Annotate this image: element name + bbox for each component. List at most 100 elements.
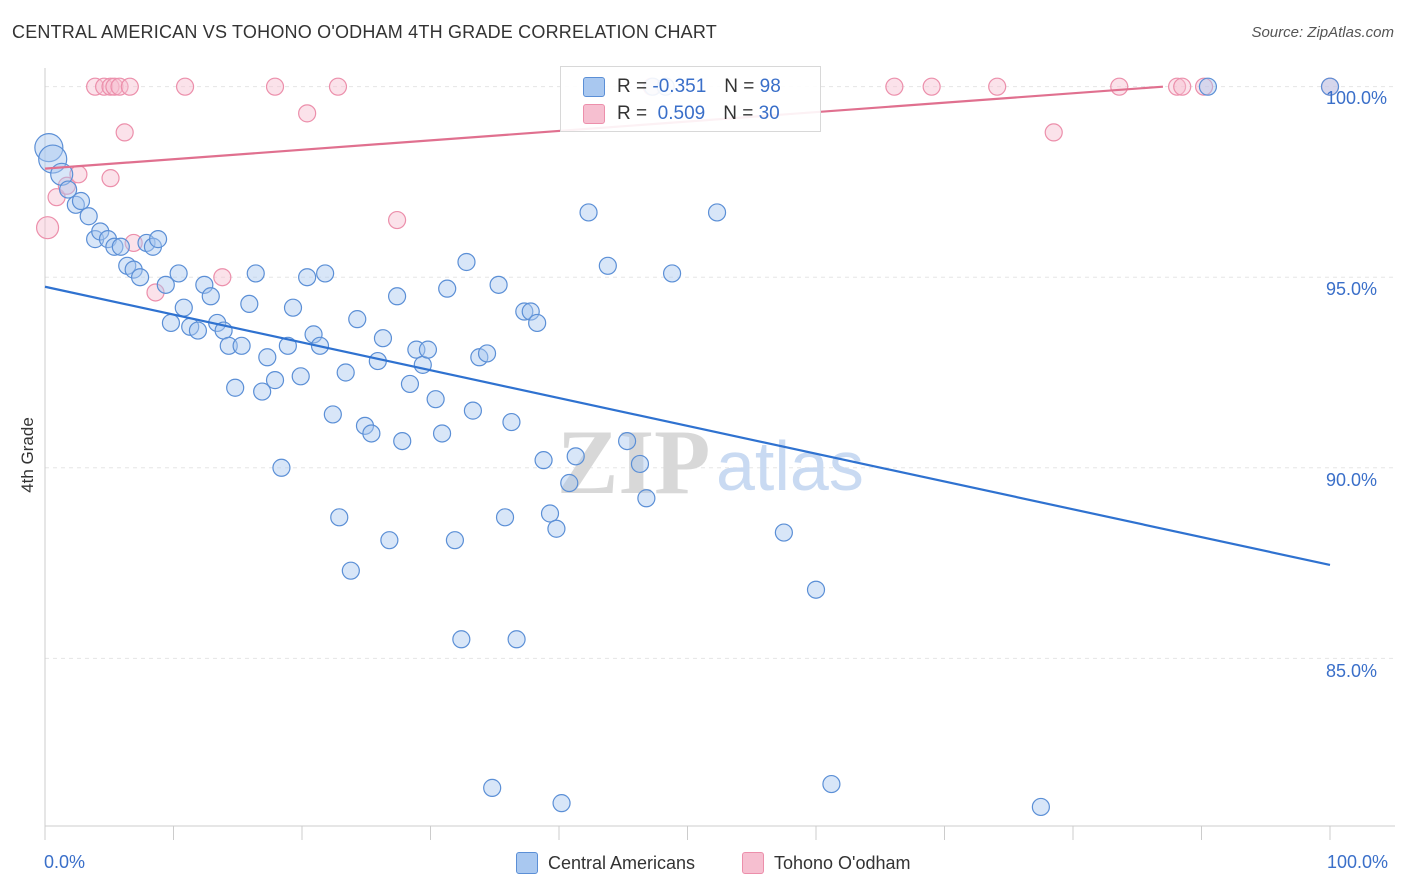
central-americans-point: [272, 458, 291, 477]
central-americans-point: [195, 275, 214, 294]
central-americans-point: [515, 302, 534, 321]
central-americans-point: [445, 531, 465, 550]
legend-swatch-blue: [583, 77, 605, 97]
central-americans-point: [362, 424, 381, 443]
central-americans-point: [489, 275, 508, 294]
tohono-oodham-point: [1167, 77, 1187, 96]
central-americans-point: [566, 447, 585, 466]
correlation-legend: R = -0.351 N = 98 R = 0.509 N = 30: [560, 66, 821, 132]
central-americans-point: [258, 348, 277, 367]
tohono-oodham-point: [265, 77, 285, 96]
central-americans-point: [822, 774, 841, 794]
tohono-oodham-point: [146, 283, 165, 302]
tohono-oodham-point: [213, 268, 232, 287]
central-americans-point: [38, 144, 68, 174]
x-tick-label-min: 0.0%: [44, 852, 86, 872]
bottom-legend-swatch-pink: [742, 852, 764, 874]
central-americans-point: [774, 523, 793, 542]
central-americans-point: [226, 378, 245, 397]
central-americans-point: [59, 180, 78, 199]
tohono-oodham-point: [1110, 77, 1129, 96]
central-americans-point: [336, 363, 355, 382]
tohono-oodham-point: [120, 77, 139, 96]
tohono-oodham-point: [298, 104, 317, 123]
central-americans-point: [579, 203, 598, 222]
central-americans-point: [438, 279, 457, 298]
bottom-legend-label: Tohono O'odham: [774, 852, 911, 873]
legend-r-label: R =: [617, 103, 648, 124]
central-americans-point: [91, 222, 110, 241]
central-americans-point: [502, 412, 521, 432]
central-americans-point: [124, 260, 143, 279]
central-americans-point: [380, 531, 399, 550]
central-americans-point: [637, 489, 656, 508]
central-americans-point: [806, 580, 826, 599]
central-americans-point: [283, 298, 303, 317]
central-americans-point: [330, 508, 349, 527]
x-tick-label-max: 100.0%: [1327, 852, 1389, 872]
chart-source: Source: ZipAtlas.com: [1251, 24, 1394, 41]
legend-row-central-americans: R = -0.351 N = 98: [583, 74, 781, 100]
axes: [44, 68, 1395, 840]
central-americans-point: [483, 778, 502, 797]
grid-lines: [45, 86, 1395, 659]
y-tick-label-90: 90.0%: [1326, 470, 1378, 490]
bottom-legend-label: Central Americans: [548, 852, 696, 873]
central-americans-point: [463, 401, 483, 420]
central-americans-point: [240, 294, 259, 314]
central-americans-point: [457, 252, 476, 272]
central-americans-point: [169, 264, 188, 283]
central-americans-point: [373, 329, 393, 348]
central-americans-point: [477, 344, 497, 363]
central-americans-point: [219, 336, 238, 355]
watermark: ZIP atlas: [557, 411, 864, 513]
central-americans-point: [1320, 77, 1340, 96]
central-americans-point: [111, 237, 130, 256]
central-americans-point: [1031, 797, 1050, 817]
y-tick-label-100: 100.0%: [1326, 88, 1388, 108]
central-americans-point: [547, 519, 566, 538]
tohono-oodham-point: [110, 77, 129, 96]
central-americans-point: [156, 275, 175, 294]
central-americans-point: [246, 264, 265, 283]
central-americans-point: [393, 431, 412, 451]
central-americans-point: [432, 424, 452, 443]
central-americans-point: [534, 451, 553, 470]
tohono-oodham-point: [328, 77, 348, 96]
central-americans-point: [174, 298, 193, 317]
central-americans-point: [348, 310, 367, 329]
central-americans-point: [507, 630, 526, 649]
tohono-oodham-point: [885, 77, 904, 96]
central-americans-point: [130, 268, 150, 287]
central-americans-point: [161, 313, 181, 333]
central-americans-point: [598, 256, 617, 275]
central-americans-point: [707, 203, 727, 222]
central-americans-point: [278, 336, 297, 355]
central-americans-point: [323, 405, 342, 424]
y-tick-label-85: 85.0%: [1326, 661, 1378, 681]
central-americans-point: [540, 504, 560, 523]
central-americans-point: [618, 431, 637, 451]
tohono-oodham-point: [115, 123, 134, 142]
central-americans-point: [400, 374, 420, 394]
central-americans-point: [316, 264, 335, 283]
central-americans-point: [521, 302, 540, 321]
tohono-oodham-point: [95, 77, 114, 96]
tohono-oodham-point: [922, 77, 941, 96]
legend-n-label: N =: [723, 103, 754, 124]
tohono-oodham-point: [101, 169, 120, 188]
central-americans-point: [148, 230, 168, 249]
central-americans-point: [304, 325, 323, 344]
bottom-legend-tohono-oodham: Tohono O'odham: [742, 852, 911, 874]
central-americans-point: [495, 508, 515, 527]
legend-n-label: N =: [724, 76, 755, 97]
central-americans-point: [341, 561, 360, 580]
central-americans-point: [34, 133, 64, 163]
tohono-oodham-point: [105, 77, 124, 96]
central-americans-point: [232, 336, 251, 355]
bottom-legend-central-americans: Central Americans: [516, 852, 695, 874]
tohono-oodham-point: [35, 216, 60, 240]
central-americans-point: [1198, 77, 1218, 96]
tohono-oodham-point: [1173, 77, 1192, 96]
